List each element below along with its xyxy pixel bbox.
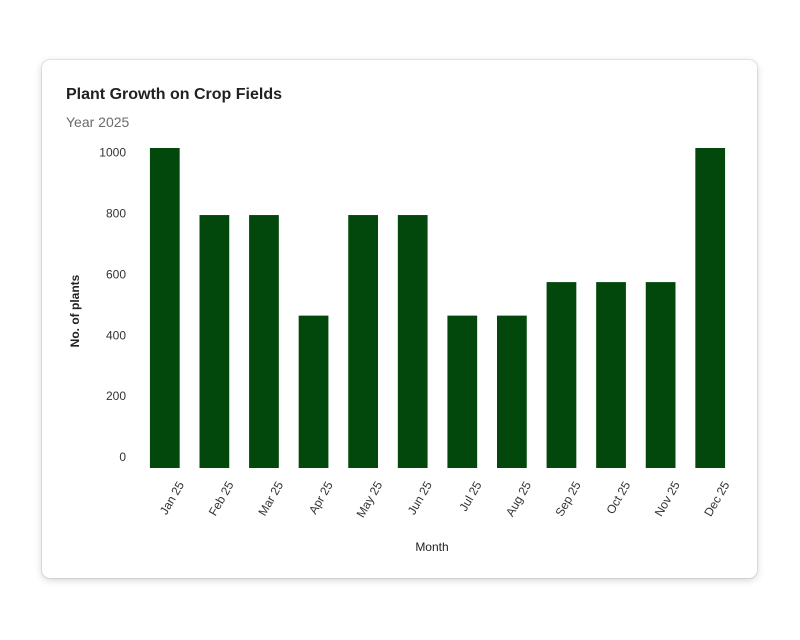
bar — [348, 215, 378, 468]
bar — [695, 148, 726, 468]
chart-card: Plant Growth on Crop Fields Year 2025 0 2… — [42, 60, 757, 578]
y-tick-label: 200 — [106, 389, 126, 403]
bars — [149, 148, 726, 468]
x-tick-label: Oct 25 — [603, 479, 633, 517]
x-tick-label: Jun 25 — [405, 479, 435, 517]
chart-title: Plant Growth on Crop Fields — [66, 86, 282, 103]
x-tick-label: Jul 25 — [456, 479, 484, 514]
x-tick-label: Nov 25 — [652, 479, 683, 519]
bar — [447, 315, 478, 468]
y-tick-label: 1000 — [99, 145, 126, 159]
x-tick-label: Dec 25 — [701, 479, 732, 519]
x-tick-label: Feb 25 — [206, 479, 237, 519]
x-tick-label: Mar 25 — [255, 479, 286, 519]
chart-subtitle: Year 2025 — [66, 114, 130, 130]
y-tick-label: 0 — [119, 450, 126, 464]
bar — [149, 148, 180, 468]
bar — [596, 282, 626, 468]
x-axis-ticks: Jan 25 Feb 25 Mar 25 Apr 25 May 25 Jun 25 Jul … — [157, 479, 733, 520]
x-axis-title: Month — [415, 540, 448, 554]
bar — [497, 315, 527, 468]
y-axis-title: No. of plants — [68, 274, 82, 347]
x-tick-label: Aug 25 — [503, 479, 534, 519]
bar — [298, 315, 329, 468]
bar — [645, 282, 676, 468]
x-tick-label: May 25 — [354, 479, 386, 520]
bar — [397, 215, 428, 468]
bar-chart: 0 200 400 600 800 1000 Jan 25 Feb 25 Mar 25 Apr … — [68, 145, 733, 554]
bar — [546, 282, 577, 468]
x-tick-label: Sep 25 — [553, 479, 584, 519]
x-tick-label: Apr 25 — [306, 479, 336, 517]
y-tick-label: 800 — [106, 206, 126, 220]
y-tick-label: 400 — [106, 328, 126, 342]
y-tick-label: 600 — [106, 267, 126, 281]
x-tick-label: Jan 25 — [157, 479, 187, 517]
y-axis-ticks: 0 200 400 600 800 1000 — [99, 145, 126, 464]
bar — [199, 215, 230, 468]
bar — [249, 215, 279, 468]
